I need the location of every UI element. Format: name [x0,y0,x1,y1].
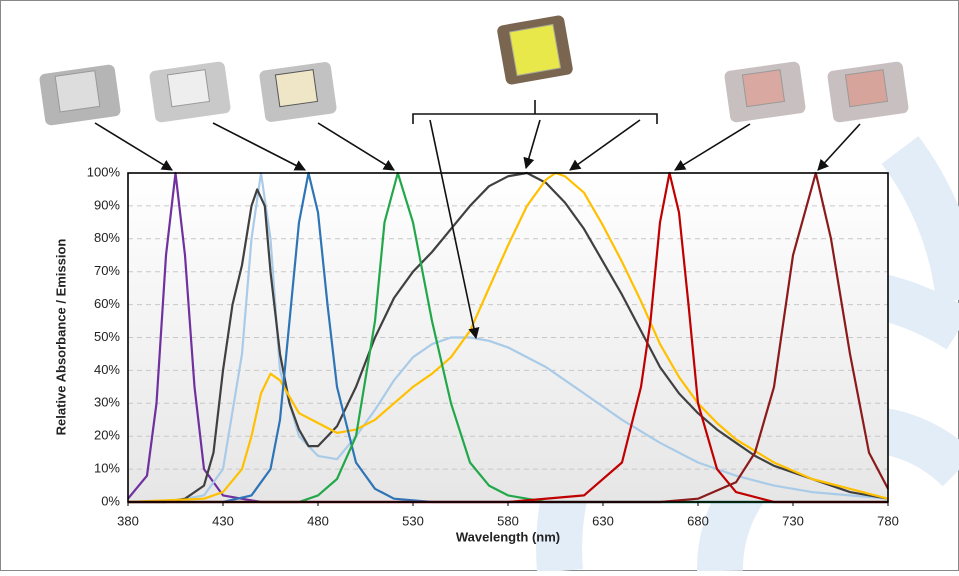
y-tick-label: 10% [94,461,120,476]
series-line [128,171,889,504]
x-tick-label: 530 [402,513,424,528]
x-tick-label: 680 [687,513,709,528]
y-axis-title: Relative Absorbance / Emission [53,239,68,436]
series-line [128,171,888,504]
x-tick-label: 380 [117,513,139,528]
y-tick-label: 80% [94,230,120,245]
arrows [94,100,861,340]
tick-labels: 0% 10% 20% 30% 40% 50% 60% 70% 80% 90% 100% 380 430 4… [87,164,899,528]
series-line [128,171,889,504]
x-tick-label: 730 [782,513,804,528]
y-tick-label: 20% [94,428,120,443]
x-tick-label: 580 [497,513,519,528]
series-line [128,171,888,504]
y-tick-label: 0% [101,493,120,508]
x-tick-label: 780 [877,513,899,528]
y-tick-label: 50% [94,329,120,344]
series-line [128,171,889,504]
series-lines [127,171,889,504]
y-tick-label: 30% [94,395,120,410]
series-line [127,171,889,504]
y-tick-label: 40% [94,362,120,377]
x-axis-title: Wavelength (nm) [456,529,560,544]
y-tick-label: 70% [94,263,120,278]
x-tick-label: 480 [307,513,329,528]
series-line [127,171,888,504]
y-tick-label: 100% [87,164,121,179]
x-tick-label: 430 [212,513,234,528]
y-tick-label: 90% [94,197,120,212]
x-tick-label: 630 [592,513,614,528]
led-icons [39,15,909,126]
y-tick-label: 60% [94,296,120,311]
